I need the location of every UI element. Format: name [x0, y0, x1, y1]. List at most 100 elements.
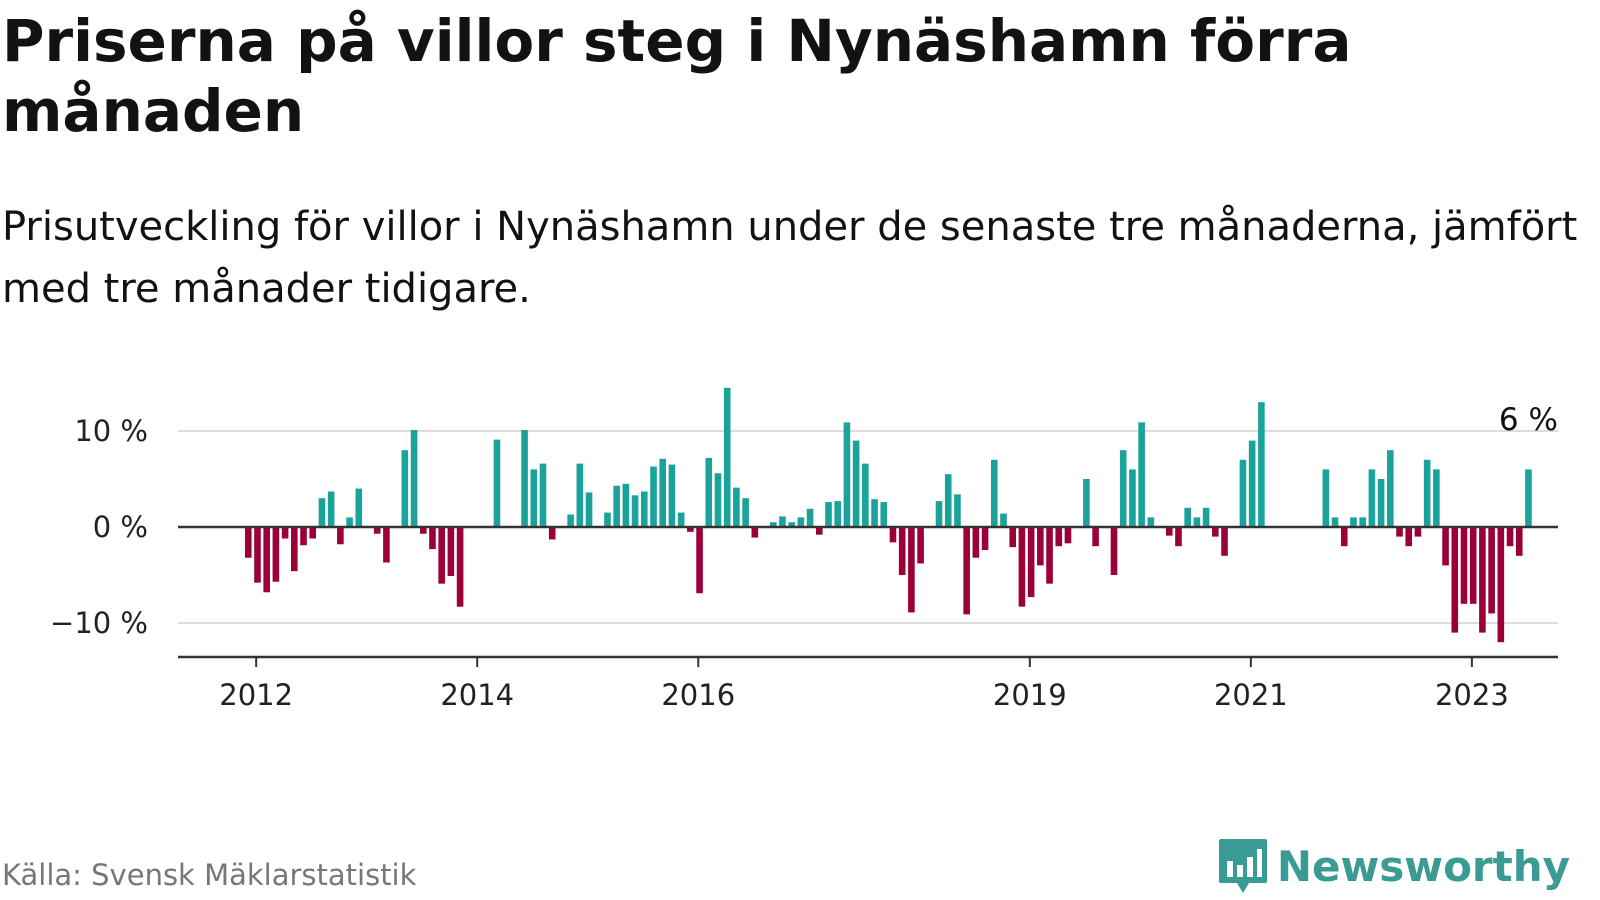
bar — [521, 430, 528, 527]
bar — [1469, 527, 1477, 604]
bar — [1497, 527, 1505, 643]
bar — [383, 527, 390, 563]
bar — [825, 502, 832, 527]
x-tick-label: 2019 — [993, 678, 1067, 712]
chart-title: Priserna på villor steg i Nynäshamn förr… — [2, 7, 1352, 145]
bar — [1083, 479, 1090, 527]
x-tick-label: 2012 — [219, 678, 293, 712]
bar — [401, 450, 409, 527]
y-tick-label: 10 % — [74, 414, 148, 448]
last-value-label: 6 % — [1499, 402, 1558, 438]
bar — [309, 527, 317, 539]
brand-logo[interactable]: Newsworthy — [1217, 837, 1570, 895]
bar — [1119, 450, 1127, 527]
bar — [852, 440, 860, 527]
bar — [548, 527, 556, 540]
bar — [751, 527, 759, 538]
x-tick-label: 2016 — [661, 678, 735, 712]
bar — [291, 527, 298, 572]
bar — [1258, 402, 1265, 527]
chart-subtitle: Prisutveckling för villor i Nynäshamn un… — [2, 204, 1578, 312]
bar — [641, 491, 648, 527]
bar — [1184, 507, 1191, 527]
bar — [1396, 527, 1403, 537]
bar — [862, 463, 869, 527]
bar — [1055, 527, 1063, 547]
bar — [567, 514, 574, 527]
bar — [908, 527, 915, 613]
bar — [981, 527, 989, 551]
bar — [815, 527, 823, 535]
bar — [355, 488, 363, 527]
bar — [1248, 440, 1256, 527]
bar — [1423, 459, 1431, 527]
bar — [659, 458, 667, 527]
bar — [1064, 527, 1072, 544]
bar — [898, 527, 906, 575]
bar — [779, 516, 786, 527]
bar — [705, 457, 713, 527]
labels: 10 % 0 % −10 % 2012 2014 2016 2019 2021 2023 6 % — [50, 402, 1558, 712]
x-tick-label: 2023 — [1435, 678, 1509, 712]
bar-chart: 10 % 0 % −10 % 2012 2014 2016 2019 2021 2023 6 % — [50, 387, 1558, 712]
bar — [419, 527, 427, 534]
source-note: Källa: Svensk Mäklarstatistik — [2, 858, 417, 892]
bar — [834, 501, 842, 527]
bar — [1165, 527, 1173, 536]
bar — [1202, 507, 1210, 527]
bar — [493, 439, 501, 527]
bar — [1221, 527, 1228, 556]
bar — [843, 422, 851, 527]
bar — [797, 517, 805, 527]
bar — [263, 527, 270, 593]
bar — [935, 501, 943, 527]
axes — [178, 525, 1558, 667]
bar — [963, 527, 970, 615]
bar — [944, 474, 952, 527]
bar — [244, 527, 252, 558]
x-tick-label: 2014 — [440, 678, 514, 712]
bar — [438, 527, 445, 584]
bar — [1147, 517, 1155, 527]
bar — [318, 498, 326, 527]
bar — [539, 463, 547, 527]
bar — [687, 527, 694, 532]
bar — [917, 527, 924, 564]
bar — [1451, 527, 1459, 633]
bar — [1515, 527, 1523, 556]
bar — [871, 499, 878, 527]
bar — [346, 517, 353, 527]
bar — [742, 498, 749, 527]
bar — [254, 527, 261, 583]
bar — [1525, 469, 1532, 527]
bar — [972, 527, 980, 558]
bar — [1212, 527, 1219, 537]
bar — [723, 387, 731, 527]
bar — [954, 494, 961, 527]
bar — [1387, 450, 1394, 527]
bar — [1239, 459, 1247, 527]
bar — [613, 485, 620, 527]
bar — [1037, 527, 1044, 566]
bar — [1433, 469, 1440, 527]
bar — [1350, 517, 1357, 527]
bar — [1479, 527, 1486, 633]
bar — [272, 527, 280, 582]
bar — [1322, 469, 1330, 527]
bar — [576, 463, 584, 527]
bar — [806, 508, 814, 527]
bar — [788, 522, 795, 527]
bar — [990, 459, 998, 527]
bar — [1009, 527, 1016, 548]
bar — [696, 527, 703, 594]
bar — [1000, 513, 1007, 527]
x-tick-label: 2021 — [1214, 678, 1288, 712]
bar — [1018, 527, 1026, 607]
bar — [337, 527, 344, 545]
bar — [769, 522, 777, 527]
bar — [1506, 527, 1514, 547]
bar — [1442, 527, 1449, 566]
bar — [1405, 527, 1413, 547]
bar — [1110, 527, 1118, 575]
bar — [1340, 527, 1348, 547]
